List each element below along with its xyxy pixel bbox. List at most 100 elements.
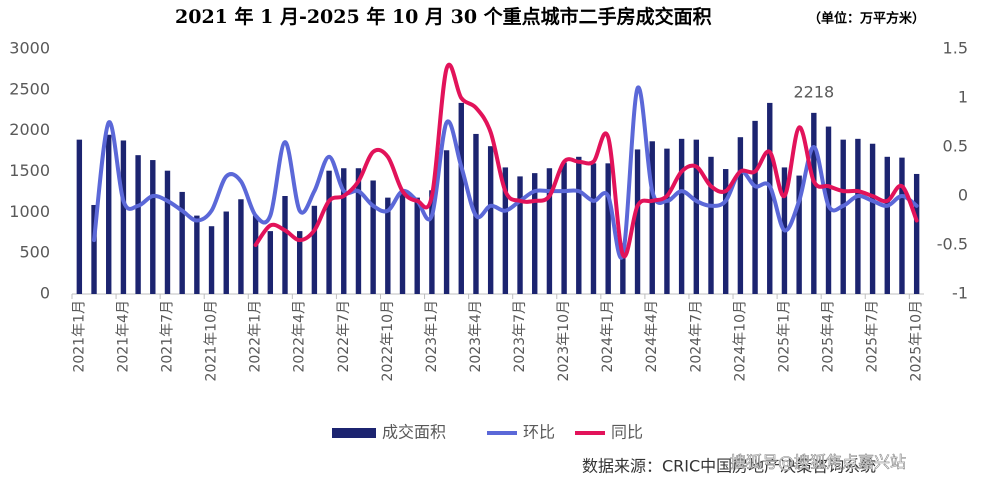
line — [253, 62, 919, 259]
bar — [443, 150, 450, 294]
bar — [678, 138, 685, 294]
bar — [620, 243, 626, 294]
bar — [605, 163, 611, 294]
x-tick-label: 2023年4月 — [468, 300, 484, 373]
bar — [311, 205, 318, 294]
bar — [664, 148, 670, 294]
source: 数据来源：CRIC中国房地产决策咨询系统 — [582, 457, 876, 476]
bar — [399, 191, 406, 294]
bar — [649, 141, 655, 294]
y-tick-label: 3000 — [9, 39, 50, 58]
bar — [517, 176, 523, 294]
chart-title: 2021 年 1 月-2025 年 10 月 30 个重点城市二手房成交面积 — [175, 5, 712, 28]
bar — [106, 134, 112, 294]
y-tick-label: 500 — [19, 243, 50, 262]
x-tick-label: 2024年10月 — [732, 300, 748, 381]
bar — [282, 196, 288, 294]
y2-tick-label: 0 — [958, 186, 968, 205]
x-tick-label: 2023年7月 — [512, 300, 528, 373]
x-tick-label: 2022年1月 — [248, 300, 264, 373]
legend-label: 成交面积 — [382, 423, 446, 442]
legend-label: 同比 — [611, 423, 643, 442]
x-tick-label: 2022年4月 — [292, 300, 308, 373]
bar — [385, 197, 391, 294]
bar — [899, 157, 905, 294]
line — [92, 85, 919, 260]
x-tick-label: 2025年7月 — [865, 300, 881, 373]
legend-swatch — [332, 428, 376, 438]
x-tick-label: 2021年7月 — [159, 300, 175, 373]
bar — [267, 231, 274, 294]
bar — [76, 139, 83, 294]
x-tick-label: 2022年7月 — [336, 300, 352, 373]
bar — [825, 126, 832, 294]
bar — [913, 173, 920, 294]
bar — [238, 199, 244, 294]
x-tick-label: 2021年4月 — [115, 300, 131, 373]
bar — [135, 155, 141, 294]
x-tick-label: 2023年1月 — [424, 300, 440, 373]
bar — [884, 156, 890, 294]
bar — [737, 137, 744, 294]
x-tick-label: 2025年1月 — [776, 300, 792, 373]
bar — [811, 112, 817, 294]
watermark: 搜狐号@搜狐焦点嘉兴站 — [730, 453, 906, 472]
x-tick-label: 2021年1月 — [71, 300, 87, 373]
y2-tick-label: -1 — [952, 284, 968, 303]
bar — [252, 215, 259, 294]
bar — [502, 167, 509, 294]
x-tick-label: 2024年1月 — [600, 300, 616, 373]
x-tick-label: 2024年4月 — [644, 300, 660, 373]
x-tick-label: 2021年10月 — [204, 300, 220, 381]
bar — [223, 211, 229, 294]
bar — [326, 170, 332, 294]
bar — [855, 138, 861, 294]
y2-tick-label: 1 — [958, 88, 968, 107]
bar — [91, 204, 97, 294]
bar — [693, 139, 700, 294]
y-tick-label: 1000 — [9, 202, 50, 221]
bar — [414, 197, 420, 294]
bar — [561, 162, 567, 294]
bar — [355, 168, 362, 294]
bar — [767, 102, 773, 295]
x-tick-label: 2023年10月 — [556, 300, 572, 381]
y-tick-label: 0 — [40, 284, 50, 303]
y-tick-label: 2000 — [9, 120, 50, 139]
x-tick-label: 2025年4月 — [821, 300, 837, 373]
x-tick-label: 2022年10月 — [380, 300, 396, 381]
bar — [796, 175, 802, 294]
bar — [194, 215, 200, 294]
bar — [179, 191, 185, 294]
bar — [370, 180, 376, 294]
bar — [429, 190, 435, 294]
data-label: 2218 — [793, 82, 834, 101]
bar — [546, 168, 553, 294]
y-tick-label: 1500 — [9, 161, 50, 180]
bar — [150, 160, 156, 294]
bar — [634, 149, 641, 294]
bar — [532, 173, 538, 294]
bar — [487, 146, 494, 294]
legend-label: 环比 — [523, 423, 555, 442]
bar — [590, 163, 597, 294]
x-tick-label: 2024年7月 — [688, 300, 704, 373]
y2-tick-label: 0.5 — [943, 137, 968, 156]
bar — [164, 170, 171, 294]
bar — [296, 231, 303, 294]
bar — [341, 168, 347, 294]
y2-tick-label: -0.5 — [937, 235, 968, 254]
y2-tick-label: 1.5 — [943, 39, 968, 58]
bar — [120, 140, 127, 294]
bar — [208, 226, 215, 294]
bar — [840, 139, 846, 294]
y-tick-label: 2500 — [9, 79, 50, 98]
bar — [869, 143, 876, 294]
bar — [708, 156, 714, 294]
bar — [722, 169, 729, 294]
bar — [458, 102, 464, 295]
bar — [576, 156, 582, 294]
chart-subtitle: （单位：万平方米） — [808, 11, 925, 27]
bar — [752, 120, 758, 294]
